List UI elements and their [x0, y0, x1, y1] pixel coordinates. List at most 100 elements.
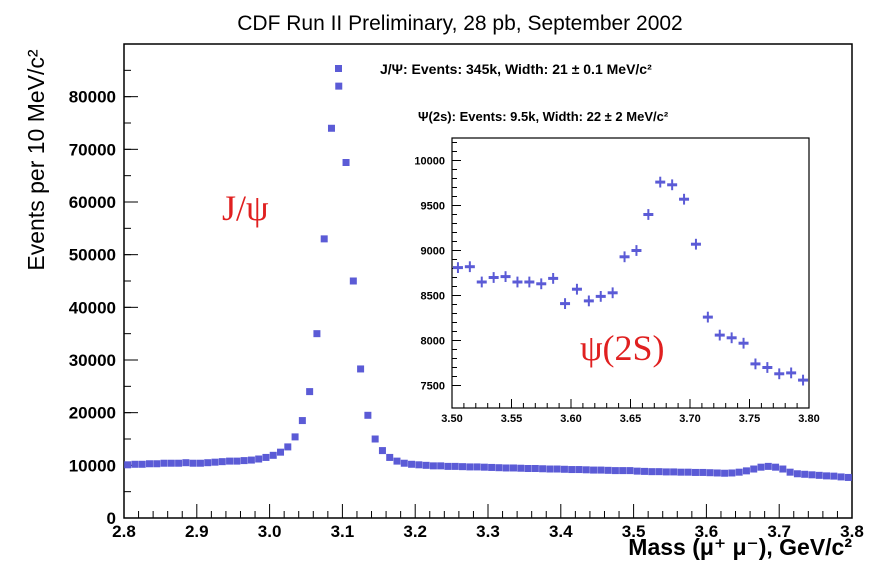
main-x-tick-labels: 2.8 2.9 3.0 3.1 3.2 3.3 3.4 3.5 3.6 3.7 3.8 — [112, 522, 864, 541]
inset-data-points — [452, 176, 809, 386]
data-point — [335, 82, 343, 90]
y-tick-label: 8500 — [421, 290, 445, 302]
data-point — [160, 459, 168, 467]
data-point — [742, 467, 750, 475]
x-tick-label: 3.1 — [331, 522, 355, 541]
data-point — [786, 468, 794, 476]
data-point — [124, 461, 132, 469]
data-point — [364, 411, 372, 419]
data-point — [357, 365, 365, 373]
data-point — [218, 458, 226, 466]
data-point — [378, 447, 386, 455]
data-point — [502, 464, 510, 472]
data-point — [371, 435, 379, 443]
data-point — [626, 467, 634, 475]
x-tick-label: 2.8 — [112, 522, 136, 541]
data-point — [582, 466, 590, 474]
data-point — [153, 460, 161, 468]
chart-title: CDF Run II Preliminary, 28 pb, September… — [237, 12, 682, 35]
data-point — [699, 468, 707, 476]
x-tick-label: 3.8 — [840, 522, 864, 541]
x-tick-label: 3.55 — [501, 413, 522, 425]
y-tick-label: 8000 — [421, 335, 445, 347]
data-point — [444, 462, 452, 470]
data-point — [393, 457, 401, 465]
x-tick-label: 3.65 — [620, 413, 641, 425]
data-point — [429, 462, 437, 470]
data-point — [306, 388, 314, 396]
data-point — [590, 466, 598, 474]
inset-x-tick-labels: 3.50 3.55 3.60 3.65 3.70 3.75 3.80 — [441, 413, 819, 425]
data-point — [757, 463, 765, 471]
data-point — [138, 460, 146, 468]
data-point — [823, 472, 831, 480]
data-point — [837, 473, 845, 481]
data-point — [277, 448, 285, 456]
data-point — [604, 466, 612, 474]
data-point — [313, 330, 321, 338]
inset-plot-frame — [451, 137, 810, 409]
main-data-points — [124, 82, 852, 481]
y-tick-label: 9000 — [421, 245, 445, 257]
inset-title: Ψ(2s): Events: 9.5k, Width: 22 ± 2 MeV/c… — [418, 109, 669, 124]
data-point — [633, 467, 641, 475]
data-point — [145, 460, 153, 468]
data-point — [466, 463, 474, 471]
data-point — [691, 468, 699, 476]
data-point — [255, 455, 263, 463]
data-point — [728, 469, 736, 477]
data-point — [386, 453, 394, 461]
data-point — [437, 462, 445, 470]
data-point — [408, 460, 416, 468]
data-point — [560, 465, 568, 473]
y-tick-label: 60000 — [69, 193, 116, 212]
data-point — [495, 464, 503, 472]
data-point — [342, 159, 350, 166]
data-point — [262, 453, 270, 461]
data-point — [830, 472, 838, 480]
x-tick-label: 3.50 — [441, 413, 462, 425]
data-point — [772, 463, 780, 471]
data-point — [422, 461, 430, 469]
y-tick-label: 9500 — [421, 200, 445, 212]
data-point — [196, 459, 204, 467]
x-tick-label: 3.60 — [560, 413, 581, 425]
jpsi-peak-label: J/ψ — [222, 188, 269, 228]
data-point — [684, 468, 692, 476]
data-point — [509, 464, 517, 472]
data-point — [211, 458, 219, 466]
data-point — [539, 465, 547, 473]
data-point — [349, 277, 357, 285]
data-point — [801, 470, 809, 478]
data-point — [815, 471, 823, 479]
data-point — [298, 417, 306, 425]
data-point — [291, 433, 299, 441]
x-tick-label: 3.70 — [679, 413, 700, 425]
y-tick-label: 10000 — [69, 456, 116, 475]
y-tick-label: 30000 — [69, 351, 116, 370]
y-tick-label: 10000 — [414, 155, 445, 167]
data-point — [713, 469, 721, 477]
data-point — [226, 457, 234, 465]
data-point — [793, 470, 801, 478]
y-tick-label: 40000 — [69, 298, 116, 317]
data-point — [400, 459, 408, 467]
psi2s-peak-label: ψ(2S) — [580, 328, 665, 368]
x-tick-label: 3.75 — [739, 413, 760, 425]
stats-marker — [335, 65, 342, 72]
data-point — [233, 457, 241, 465]
main-y-tick-labels: 0 10000 20000 30000 40000 50000 60000 70000 8000… — [69, 88, 116, 528]
data-point — [641, 467, 649, 475]
stats-label: J/Ψ: Events: 345k, Width: 21 ± 0.1 MeV/c… — [380, 61, 652, 77]
data-point — [844, 473, 852, 481]
data-point — [808, 471, 816, 479]
data-point — [764, 462, 772, 470]
data-point — [480, 463, 488, 471]
data-point — [706, 469, 714, 477]
data-point — [269, 451, 277, 459]
data-point — [189, 459, 197, 467]
data-point — [459, 463, 467, 471]
data-point — [517, 464, 525, 472]
data-point — [488, 463, 496, 471]
data-point — [611, 467, 619, 475]
